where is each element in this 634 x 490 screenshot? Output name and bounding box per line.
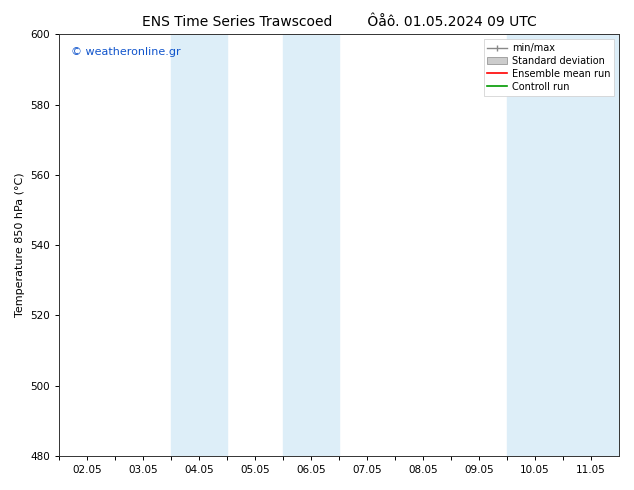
Bar — [171, 34, 227, 456]
Bar — [563, 34, 619, 456]
Bar — [283, 34, 339, 456]
Y-axis label: Temperature 850 hPa (°C): Temperature 850 hPa (°C) — [15, 173, 25, 318]
Text: © weatheronline.gr: © weatheronline.gr — [70, 47, 180, 57]
Bar — [507, 34, 563, 456]
Title: ENS Time Series Trawscoed        Ôåô. 01.05.2024 09 UTC: ENS Time Series Trawscoed Ôåô. 01.05.202… — [142, 15, 536, 29]
Legend: min/max, Standard deviation, Ensemble mean run, Controll run: min/max, Standard deviation, Ensemble me… — [484, 39, 614, 96]
